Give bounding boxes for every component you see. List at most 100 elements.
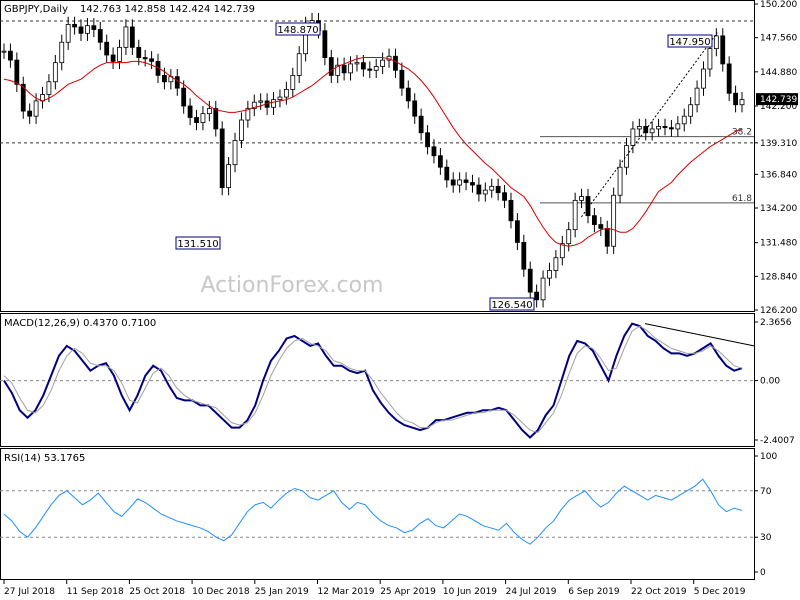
candle-body: [527, 268, 533, 293]
price-ohlc: 142.763 142.858 142.424 142.739: [80, 4, 255, 15]
candle-body: [733, 92, 738, 106]
candle-body: [91, 25, 97, 30]
signal-line: [3, 325, 743, 434]
candle-body: [239, 119, 244, 141]
candle-body: [380, 59, 386, 67]
price-tick-label: 142.200: [760, 102, 797, 112]
price-tick-label: 144.880: [760, 68, 797, 78]
candle-body: [457, 179, 463, 186]
candle-body: [624, 145, 629, 168]
candle-body: [14, 59, 20, 85]
candle-body: [348, 63, 353, 74]
candle-body: [681, 115, 687, 125]
annotation-label: 148.870: [277, 25, 318, 36]
candle-body: [649, 128, 655, 134]
candle-body: [425, 132, 430, 148]
candle-body: [59, 41, 65, 64]
candle-body: [534, 291, 540, 301]
candle-body: [444, 166, 450, 181]
candle-body: [572, 199, 578, 231]
candle-body: [46, 81, 52, 95]
price-tick-label: 134.200: [760, 204, 797, 214]
last-price-label: 142.739: [760, 95, 797, 105]
x-tick-label: 11 Sep 2018: [67, 587, 124, 597]
candle-body: [283, 89, 289, 98]
annotation-box: [489, 297, 535, 311]
watermark: ActionForex.com: [201, 273, 384, 298]
x-tick-label: 10 Jun 2019: [443, 587, 497, 597]
x-tick-label: 24 Jul 2019: [506, 587, 557, 597]
candle-body: [341, 64, 347, 74]
x-tick-label: 25 Jan 2019: [255, 587, 309, 597]
candle-body: [470, 182, 475, 186]
price-title: GBPJPY,Daily: [4, 4, 68, 15]
candle-body: [162, 75, 167, 83]
candle-body: [566, 229, 572, 245]
candle-body: [669, 127, 674, 130]
rsi-tick-label: 30: [760, 533, 772, 543]
candle-body: [27, 110, 33, 117]
candle-body: [502, 192, 507, 201]
x-tick-label: 27 Jul 2018: [4, 587, 55, 597]
candle-body: [553, 257, 559, 271]
candle-body: [399, 69, 405, 89]
candle-body: [604, 227, 610, 247]
macd-title: MACD(12,26,9) 0.4370 0.7100: [4, 318, 156, 329]
candle-body: [701, 68, 706, 89]
candle-body: [495, 185, 501, 194]
candle-body: [245, 108, 251, 121]
candle-body: [598, 224, 604, 229]
candle-body: [194, 117, 199, 123]
x-tick-label: 22 Oct 2019: [631, 587, 687, 597]
price-tick-label: 147.560: [760, 34, 797, 44]
rsi-tick-label: 100: [760, 452, 777, 462]
moving-average-line: [3, 57, 743, 247]
x-tick-label: 25 Oct 2018: [129, 587, 185, 597]
candle-body: [142, 57, 148, 60]
candle-body: [206, 108, 212, 115]
candle-body: [123, 26, 129, 48]
price-layer: 38.2 61.8 148.870 131.510 147.950 126.540: [0, 12, 754, 311]
candle-body: [174, 76, 180, 89]
candle-body: [489, 185, 495, 191]
candle-body: [559, 243, 565, 259]
candle-body: [296, 53, 302, 76]
candle-body: [277, 96, 283, 101]
candle-body: [405, 87, 411, 102]
macd-tick-label: -2.4007: [760, 436, 795, 446]
price-tick-label: 126.200: [760, 306, 797, 316]
axis-layer: 150.200 147.560 144.880 142.200 139.310 136.8…: [3, 0, 798, 597]
candle-body: [579, 196, 584, 201]
candle-body: [258, 100, 264, 103]
candle-body: [412, 100, 418, 117]
annotation-label: 147.950: [669, 37, 710, 48]
candle-body: [226, 164, 232, 188]
macd-layer: [0, 322, 755, 439]
candle-body: [149, 58, 155, 62]
candle-body: [662, 126, 668, 129]
x-tick-label: 10 Dec 2018: [192, 587, 250, 597]
candle-body: [52, 62, 58, 83]
candle-body: [187, 105, 193, 118]
rsi-tick-label: 70: [760, 487, 772, 497]
candle-body: [636, 126, 642, 130]
rsi-line: [3, 478, 743, 545]
candle-body: [476, 184, 482, 195]
fib-label: 61.8: [732, 194, 752, 204]
candle-body: [482, 189, 488, 195]
annotation-box: [175, 236, 221, 250]
candle-body: [200, 113, 206, 123]
candle-body: [232, 140, 238, 166]
price-tick-label: 139.310: [760, 139, 797, 149]
candle-body: [104, 41, 110, 56]
candle-body: [373, 66, 379, 71]
candle-body: [707, 48, 713, 70]
candle-body: [110, 54, 116, 62]
candle-body: [540, 277, 546, 301]
candle-body: [97, 29, 103, 43]
candle-body: [65, 23, 71, 43]
x-tick-label: 25 Apr 2019: [380, 587, 436, 597]
candle-body: [675, 123, 681, 130]
candle-body: [611, 194, 617, 247]
candle-body: [33, 100, 39, 117]
